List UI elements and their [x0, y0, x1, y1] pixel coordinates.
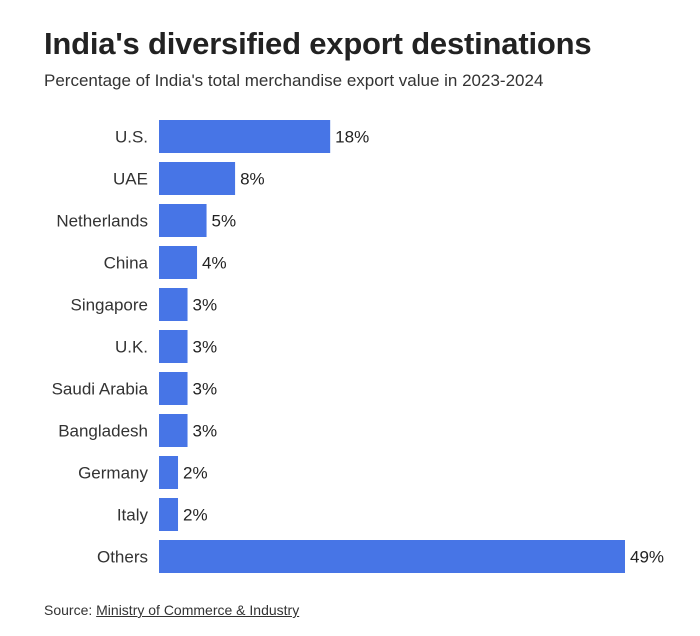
bar	[159, 288, 188, 321]
bar	[159, 414, 188, 447]
category-label: Netherlands	[56, 212, 148, 231]
value-label: 3%	[193, 296, 218, 315]
value-label: 2%	[183, 464, 208, 483]
bar	[159, 498, 179, 531]
bar	[159, 162, 236, 195]
value-label: 3%	[193, 338, 218, 357]
value-label: 3%	[193, 380, 218, 399]
bar-chart: U.S. 18% UAE 8% Netherlands 5% China 4% Singapor…	[52, 120, 664, 573]
value-label: 3%	[193, 422, 218, 441]
bar	[159, 120, 331, 153]
bar	[159, 372, 188, 405]
chart-subtitle: Percentage of India's total merchandise …	[44, 71, 544, 90]
value-label: 8%	[240, 170, 265, 189]
category-label: Singapore	[70, 296, 148, 315]
chart-title: India's diversified export destinations	[44, 26, 592, 61]
bar	[159, 330, 188, 363]
category-label: Germany	[78, 464, 148, 483]
bar	[159, 246, 198, 279]
value-label: 2%	[183, 506, 208, 525]
source-label: Source:	[44, 602, 93, 618]
category-label: UAE	[113, 170, 148, 189]
value-label: 5%	[212, 212, 237, 231]
source-note: Source: Ministry of Commerce & Industry	[44, 602, 299, 618]
bar	[159, 456, 179, 489]
category-label: Saudi Arabia	[52, 380, 149, 399]
value-label: 49%	[630, 548, 664, 567]
source-link[interactable]: Ministry of Commerce & Industry	[96, 602, 300, 618]
value-label: 4%	[202, 254, 227, 273]
category-label: Bangladesh	[58, 422, 148, 441]
category-label: U.S.	[115, 128, 148, 147]
bar	[159, 204, 207, 237]
bar	[159, 540, 625, 573]
category-label: U.K.	[115, 338, 148, 357]
category-label: Italy	[117, 506, 149, 525]
value-label: 18%	[335, 128, 369, 147]
category-label: China	[104, 254, 149, 273]
category-label: Others	[97, 548, 148, 567]
